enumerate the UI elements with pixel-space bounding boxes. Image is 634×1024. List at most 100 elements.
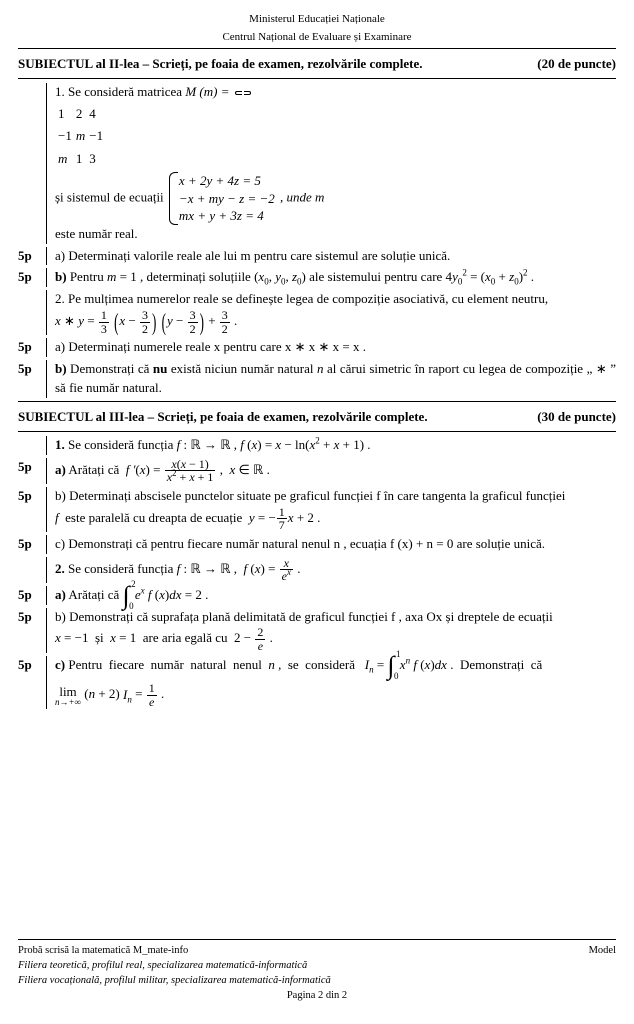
m20: m: [57, 149, 73, 170]
points-5p: 5p: [18, 656, 46, 709]
m11: m: [75, 126, 86, 147]
s3-q1-text: 1. Se consideră funcția f : ℝ → ℝ , f (x…: [55, 436, 616, 455]
m21: 1: [75, 149, 86, 170]
s2-q2-body: 2. Pe mulțimea numerelor reale se define…: [55, 290, 616, 335]
s3-2c-line1: c) Pentru fiecare număr natural nenul n …: [55, 656, 616, 675]
matrix-label: M (m) =: [185, 84, 229, 99]
s2-q1-row: 1. Se consideră matricea M (m) = 124 −1m…: [18, 83, 616, 244]
footer-rule: [18, 939, 616, 940]
s2-2b-row: 5p b) Demonstrați că nu există niciun nu…: [18, 360, 616, 398]
s3-1b-line1: b) Determinați abscisele punctelor situa…: [55, 487, 616, 506]
section-2-points: (20 de puncte): [537, 55, 616, 74]
s2-1b-text: b) Pentru m = 1 , determinați soluțiile …: [55, 268, 616, 287]
s2-2a-text: a) Determinați numerele reale x pentru c…: [55, 338, 616, 357]
m12: −1: [88, 126, 104, 147]
s3-2c-body: c) Pentru fiecare număr natural nenul n …: [55, 656, 616, 709]
vertical-separator: [46, 608, 47, 653]
section-2-rule: [18, 78, 616, 79]
s3-1b-line2: f este paralelă cu dreapta de ecuație y …: [55, 506, 616, 532]
s3-1b-row: 5p b) Determinați abscisele punctelor si…: [18, 487, 616, 532]
points-5p: 5p: [18, 338, 46, 357]
section-divider: [18, 401, 616, 402]
s2-q1-body: 1. Se consideră matricea M (m) = 124 −1m…: [55, 83, 616, 244]
points-5p: 5p: [18, 608, 46, 653]
vertical-separator: [46, 268, 47, 287]
s3-2b-body: b) Demonstrați că suprafața plană delimi…: [55, 608, 616, 653]
vertical-separator: [46, 360, 47, 398]
section-3-header: SUBIECTUL al III-lea – Scrieți, pe foaia…: [18, 406, 616, 429]
sys-eq-2: −x + my − z = −2: [179, 190, 275, 208]
section-3-title: SUBIECTUL al III-lea – Scrieți, pe foaia…: [18, 408, 428, 427]
points-5p: 5p: [18, 458, 46, 484]
vertical-separator: [46, 83, 47, 244]
points-blank: [18, 83, 46, 244]
s3-2c-row: 5p c) Pentru fiecare număr natural nenul…: [18, 656, 616, 709]
points-blank: [18, 436, 46, 455]
s3-2b-row: 5p b) Demonstrați că suprafața plană del…: [18, 608, 616, 653]
s3-1c-row: 5p c) Demonstrați că pentru fiecare numă…: [18, 535, 616, 554]
integral-icon: ∫20: [123, 588, 130, 604]
s3-2b-line2: x = −1 și x = 1 are aria egală cu 2 − 2e…: [55, 626, 616, 652]
s3-1a-text: a) Arătați că f '(x) = x(x − 1)x2 + x + …: [55, 458, 616, 484]
s3-1b-body: b) Determinați abscisele punctelor situa…: [55, 487, 616, 532]
footer-model-label: Model: [589, 943, 616, 958]
s3-2c-limit: lim n→+∞ (n + 2) In = 1e .: [55, 682, 616, 708]
section-3-points: (30 de puncte): [537, 408, 616, 427]
vertical-separator: [46, 338, 47, 357]
s2-q1-mid: și sistemul de ecuații: [55, 189, 167, 204]
s3-q2-row: 2. Se consideră funcția f : ℝ → ℝ , f (x…: [18, 557, 616, 583]
page-number: Pagina 2 din 2: [18, 988, 616, 1003]
vertical-separator: [46, 557, 47, 583]
s2-2a-row: 5p a) Determinați numerele reale x pentr…: [18, 338, 616, 357]
points-blank: [18, 290, 46, 335]
points-5p: 5p: [18, 535, 46, 554]
m01: 2: [75, 104, 86, 125]
points-blank: [18, 557, 46, 583]
points-5p: 5p: [18, 586, 46, 605]
s3-1c-text: c) Demonstrați că pentru fiecare număr n…: [55, 535, 616, 554]
equation-system: x + 2y + 4z = 5 −x + my − z = −2 mx + y …: [169, 172, 275, 225]
vertical-separator: [46, 656, 47, 709]
vertical-separator: [46, 436, 47, 455]
section-3-rule: [18, 431, 616, 432]
header-rule: [18, 48, 616, 49]
s3-1a-row: 5p a) Arătați că f '(x) = x(x − 1)x2 + x…: [18, 458, 616, 484]
vertical-separator: [46, 586, 47, 605]
s3-2b-line1: b) Demonstrați că suprafața plană delimi…: [55, 608, 616, 627]
vertical-separator: [46, 290, 47, 335]
integral-icon: ∫10: [387, 658, 394, 674]
m02: 4: [88, 104, 104, 125]
vertical-separator: [46, 458, 47, 484]
m22: 3: [88, 149, 104, 170]
sys-eq-3: mx + y + 3z = 4: [179, 207, 275, 225]
s3-q2-text: 2. Se consideră funcția f : ℝ → ℝ , f (x…: [55, 557, 616, 583]
s2-1a-text: a) Determinați valorile reale ale lui m …: [55, 247, 616, 266]
sys-eq-1: x + 2y + 4z = 5: [179, 172, 275, 190]
s3-2a-row: 5p a) Arătați că ∫20 ex f (x)dx = 2 .: [18, 586, 616, 605]
s2-1a-row: 5p a) Determinați valorile reale ale lui…: [18, 247, 616, 266]
s3-q1-row: 1. Se consideră funcția f : ℝ → ℝ , f (x…: [18, 436, 616, 455]
m10: −1: [57, 126, 73, 147]
vertical-separator: [46, 535, 47, 554]
page-footer: Probă scrisă la matematică M_mate-info M…: [18, 939, 616, 1004]
s3-2a-text: a) Arătați că ∫20 ex f (x)dx = 2 .: [55, 586, 616, 605]
vertical-separator: [46, 247, 47, 266]
s2-q1-tail: , unde m: [280, 189, 324, 204]
points-5p: 5p: [18, 247, 46, 266]
s2-2b-text: b) Demonstrați că nu există niciun număr…: [55, 360, 616, 398]
footer-line-3: Filiera vocațională, profilul militar, s…: [18, 973, 616, 988]
s2-q1-lead: 1. Se consideră matricea: [55, 84, 185, 99]
section-2-header: SUBIECTUL al II-lea – Scrieți, pe foaia …: [18, 53, 616, 76]
m00: 1: [57, 104, 73, 125]
header-center: Centrul Național de Evaluare și Examinar…: [18, 30, 616, 46]
points-5p: 5p: [18, 360, 46, 398]
header-ministry: Ministerul Educației Naționale: [18, 12, 616, 28]
s2-q2-formula: x ∗ y = 13 (x − 32) (y − 32) + 32 .: [55, 309, 616, 335]
points-5p: 5p: [18, 268, 46, 287]
section-2-title: SUBIECTUL al II-lea – Scrieți, pe foaia …: [18, 55, 423, 74]
vertical-separator: [46, 487, 47, 532]
footer-line-2: Filiera teoretică, profilul real, specia…: [18, 958, 616, 973]
matrix: [235, 91, 251, 95]
s2-1b-row: 5p b) Pentru m = 1 , determinați soluții…: [18, 268, 616, 287]
points-5p: 5p: [18, 487, 46, 532]
